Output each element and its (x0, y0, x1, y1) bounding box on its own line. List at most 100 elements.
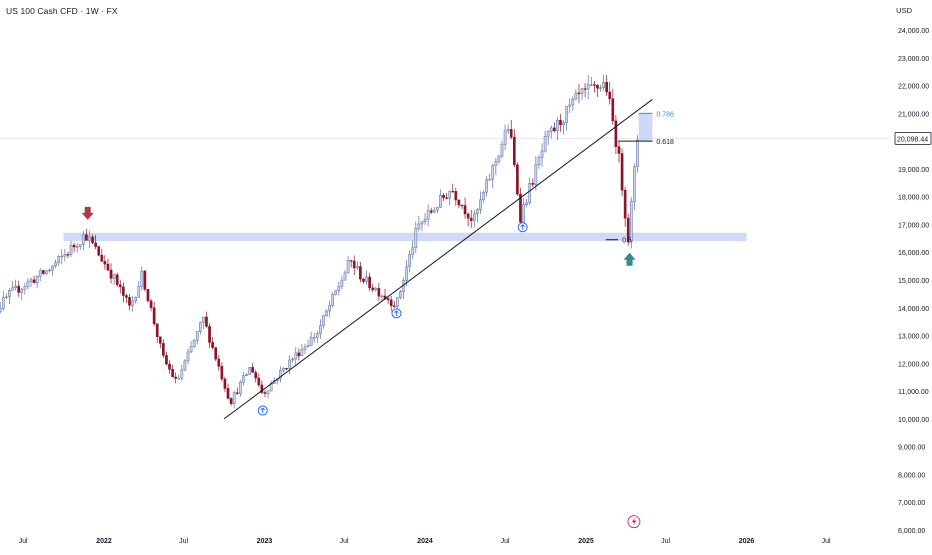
candle-body (85, 234, 88, 241)
candle-body (463, 205, 467, 215)
candle-body (32, 279, 36, 284)
candle-body (112, 274, 116, 279)
candle-body (41, 270, 45, 274)
candle-body (482, 191, 485, 201)
candle-body (118, 284, 122, 288)
candle-body (614, 120, 618, 147)
x-tick-label: Jul (340, 538, 349, 545)
candle-body (245, 374, 248, 376)
candle-body (309, 337, 313, 346)
candle-body (359, 266, 362, 280)
candle-body (297, 352, 301, 357)
y-tick-label: 22,000.00 (898, 84, 929, 91)
y-tick-label: 23,000.00 (898, 56, 929, 63)
y-axis: 6,000.00 7,000.00 8,000.00 9,000.00 10,000.0… (894, 28, 932, 535)
candle-body (128, 297, 131, 306)
candle-body (399, 291, 402, 298)
candle-body (494, 161, 498, 166)
x-tick-label: Jul (19, 538, 28, 545)
candle-body (485, 179, 488, 193)
candle-body (414, 228, 418, 249)
candle-body (408, 254, 411, 268)
x-tick-label: Jul (501, 538, 510, 545)
x-tick-label: 2023 (257, 538, 273, 545)
candle-body (279, 370, 282, 380)
candle-body (503, 130, 507, 145)
x-axis: Jul 2022 Jul 2023 Jul 2024 Jul 2025 Jul 2026 Jul (19, 538, 831, 545)
candle-body (303, 346, 307, 350)
candle-body (257, 377, 261, 386)
drawing-layer: 0.786 0.618 0.5 (223, 99, 674, 420)
candle-body (476, 209, 479, 215)
chart-title: US 100 Cash CFD · 1W · FX (6, 6, 118, 16)
candle-body (146, 289, 150, 302)
candle-body (479, 199, 482, 210)
candle-body (8, 290, 11, 298)
candle-body (239, 381, 242, 394)
candle-body (20, 288, 24, 293)
candle-body (54, 262, 57, 267)
candle-body (195, 331, 199, 341)
support-zone-layer (63, 113, 747, 242)
candle-body (229, 398, 233, 404)
fib-level-label: 0.5 (622, 238, 632, 245)
candle-body (232, 392, 236, 404)
candle-body (155, 323, 159, 337)
support-zone (63, 232, 747, 242)
candle-body (355, 266, 359, 269)
candle-body (343, 272, 347, 281)
candle-body (602, 81, 605, 88)
candle-body (177, 377, 181, 380)
candle-body (512, 136, 516, 166)
candle-body (291, 358, 294, 361)
candle-body (457, 199, 461, 206)
y-tick-label: 19,000.00 (898, 167, 929, 174)
candle-body (374, 288, 378, 291)
x-tick-label: 2024 (417, 538, 433, 545)
candle-body (491, 165, 495, 180)
candle-body (109, 269, 113, 279)
candle-body (331, 294, 335, 306)
candle-body (346, 260, 350, 274)
candle-body (448, 191, 451, 199)
y-tick-label: 10,000.00 (898, 417, 929, 424)
candle-body (0, 308, 2, 312)
candle-body (626, 217, 630, 242)
fib-level-label: 0.786 (656, 111, 674, 118)
candle-body (125, 295, 128, 298)
candle-body (94, 242, 97, 247)
candles-layer (0, 74, 639, 409)
candle-body (158, 336, 162, 344)
candle-body (17, 285, 21, 293)
candle-body (103, 261, 107, 265)
candle-body (519, 193, 522, 223)
candle-body (420, 221, 424, 225)
candle-body (57, 256, 61, 264)
candle-body (629, 201, 633, 242)
y-tick-label: 24,000.00 (898, 28, 929, 35)
candle-body (1, 297, 5, 309)
y-tick-label: 18,000.00 (898, 195, 929, 202)
candle-body (568, 104, 572, 107)
candle-body (337, 286, 341, 291)
candle-body (469, 217, 473, 221)
y-tick-label: 12,000.00 (898, 361, 929, 368)
candle-body (217, 358, 221, 367)
candle-body (377, 288, 381, 297)
y-tick-label: 8,000.00 (898, 472, 925, 479)
candle-body (549, 127, 553, 132)
candle-body (466, 213, 470, 219)
x-tick-label: Jul (179, 538, 188, 545)
candle-body (51, 265, 54, 271)
candle-body (596, 84, 599, 89)
arrow-circle-up-icon (257, 405, 268, 416)
candle-body (48, 269, 51, 272)
candle-body (617, 146, 621, 154)
y-tick-label: 9,000.00 (898, 445, 925, 452)
candle-body (162, 343, 165, 356)
candle-body (168, 363, 171, 370)
candle-body (266, 390, 270, 394)
candle-body (63, 254, 67, 257)
candle-body (5, 296, 8, 298)
